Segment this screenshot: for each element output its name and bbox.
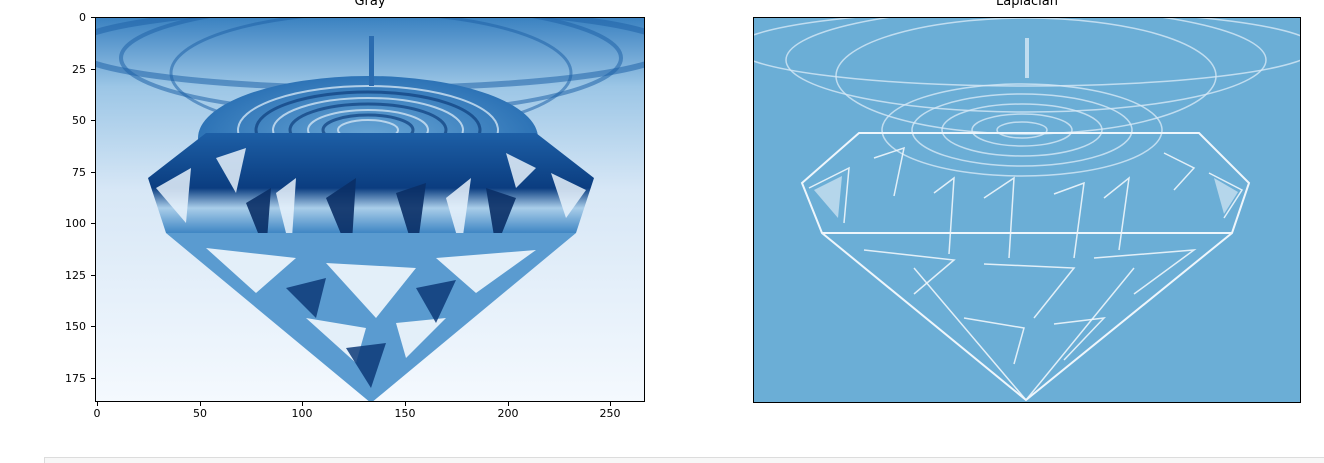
x-tick-label: 0	[93, 407, 101, 420]
gray-image	[96, 18, 644, 401]
y-tick-mark	[91, 69, 95, 70]
x-tick-label: 200	[497, 407, 519, 420]
x-tick-mark	[508, 402, 509, 406]
y-tick-label: 0	[79, 11, 86, 24]
cell-output-divider	[44, 457, 1324, 463]
gray-plot-title: Gray	[354, 0, 386, 9]
y-tick-mark	[91, 120, 95, 121]
x-tick-label: 150	[394, 407, 416, 420]
laplacian-plot-title: Laplacian	[995, 0, 1059, 9]
y-tick-label: 50	[72, 114, 86, 127]
y-tick-mark	[91, 378, 95, 379]
y-tick-label: 100	[65, 217, 86, 230]
y-tick-mark	[91, 326, 95, 327]
x-tick-label: 250	[599, 407, 621, 420]
y-tick-label: 25	[72, 63, 86, 76]
x-tick-mark	[302, 402, 303, 406]
y-tick-label: 175	[65, 372, 86, 385]
y-tick-label: 150	[65, 320, 86, 333]
gray-image-axes	[95, 17, 645, 402]
y-tick-mark	[91, 223, 95, 224]
y-tick-mark	[91, 172, 95, 173]
x-tick-mark	[610, 402, 611, 406]
x-tick-mark	[200, 402, 201, 406]
laplacian-image-axes	[753, 17, 1301, 403]
y-tick-mark	[91, 275, 95, 276]
y-tick-label: 75	[72, 166, 86, 179]
x-tick-mark	[405, 402, 406, 406]
x-tick-label: 50	[193, 407, 207, 420]
x-tick-mark	[97, 402, 98, 406]
y-tick-mark	[91, 17, 95, 18]
y-tick-label: 125	[65, 269, 86, 282]
x-tick-label: 100	[291, 407, 313, 420]
laplacian-image	[754, 18, 1300, 402]
